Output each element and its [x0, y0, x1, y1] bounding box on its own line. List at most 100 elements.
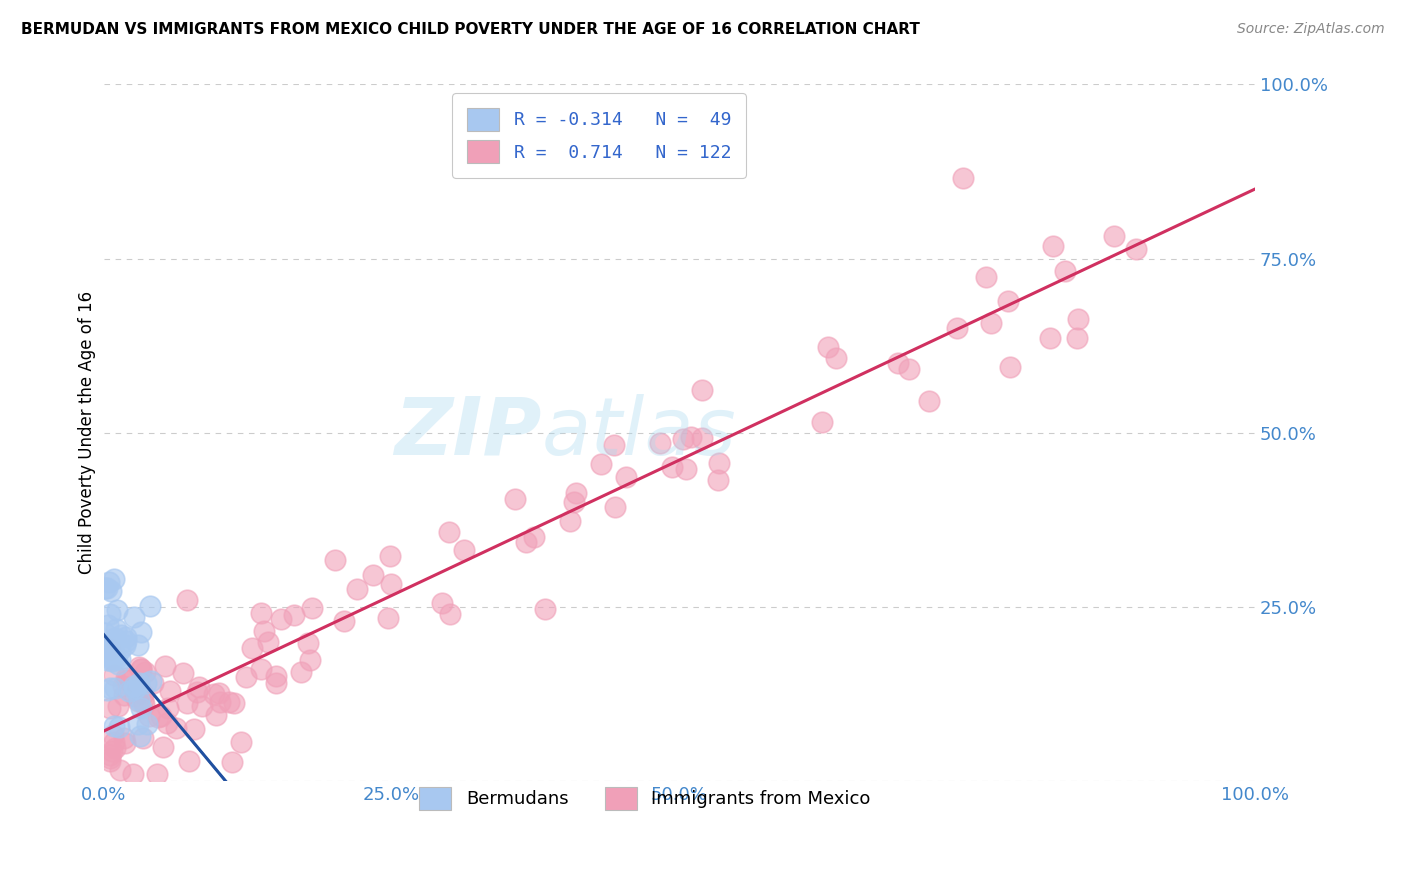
Point — [231, 735, 253, 749]
Point — [127, 693, 149, 707]
Point — [132, 731, 155, 745]
Point — [134, 665, 156, 679]
Point — [218, 695, 240, 709]
Point — [690, 431, 713, 445]
Point — [129, 624, 152, 639]
Point — [101, 651, 124, 665]
Point — [104, 622, 127, 636]
Point — [186, 685, 208, 699]
Point — [98, 642, 121, 657]
Point — [437, 525, 460, 540]
Point — [146, 767, 169, 781]
Point — [614, 470, 637, 484]
Point — [128, 676, 150, 690]
Point — [110, 628, 132, 642]
Point — [129, 729, 152, 743]
Point — [565, 485, 588, 500]
Point — [439, 607, 461, 621]
Point — [138, 709, 160, 723]
Point — [114, 671, 136, 685]
Point — [98, 575, 121, 590]
Text: BERMUDAN VS IMMIGRANTS FROM MEXICO CHILD POVERTY UNDER THE AGE OF 16 CORRELATION: BERMUDAN VS IMMIGRANTS FROM MEXICO CHILD… — [21, 22, 920, 37]
Point — [270, 612, 292, 626]
Point — [98, 644, 121, 658]
Point — [562, 495, 585, 509]
Point — [159, 683, 181, 698]
Point — [127, 717, 149, 731]
Point — [998, 359, 1021, 374]
Point — [690, 383, 713, 397]
Point — [974, 270, 997, 285]
Point — [240, 640, 263, 655]
Point — [824, 351, 846, 365]
Point — [997, 294, 1019, 309]
Point — [377, 611, 399, 625]
Point — [430, 596, 453, 610]
Point — [93, 626, 115, 640]
Point — [146, 710, 169, 724]
Point — [979, 316, 1001, 330]
Text: Source: ZipAtlas.com: Source: ZipAtlas.com — [1237, 22, 1385, 37]
Point — [945, 321, 967, 335]
Point — [297, 636, 319, 650]
Point — [707, 473, 730, 487]
Point — [101, 652, 124, 666]
Point — [107, 699, 129, 714]
Point — [205, 707, 228, 722]
Point — [707, 456, 730, 470]
Point — [98, 701, 121, 715]
Point — [104, 740, 127, 755]
Point — [325, 553, 347, 567]
Point — [142, 675, 165, 690]
Point — [176, 593, 198, 607]
Point — [222, 696, 245, 710]
Point — [661, 460, 683, 475]
Point — [97, 617, 120, 632]
Point — [1039, 331, 1062, 345]
Point — [150, 709, 173, 723]
Point — [134, 697, 156, 711]
Point — [122, 610, 145, 624]
Point — [191, 699, 214, 714]
Y-axis label: Child Poverty Under the Age of 16: Child Poverty Under the Age of 16 — [79, 291, 96, 574]
Point — [155, 658, 177, 673]
Point — [101, 744, 124, 758]
Point — [290, 665, 312, 679]
Point — [1125, 242, 1147, 256]
Point — [118, 684, 141, 698]
Legend: Bermudans, Immigrants from Mexico: Bermudans, Immigrants from Mexico — [405, 772, 886, 824]
Point — [177, 755, 200, 769]
Point — [672, 432, 695, 446]
Point — [101, 645, 124, 659]
Point — [108, 652, 131, 666]
Point — [952, 170, 974, 185]
Point — [156, 716, 179, 731]
Point — [135, 676, 157, 690]
Point — [380, 577, 402, 591]
Point — [1102, 229, 1125, 244]
Point — [114, 736, 136, 750]
Point — [1067, 311, 1090, 326]
Point — [93, 640, 115, 654]
Point — [129, 701, 152, 715]
Point — [96, 683, 118, 698]
Point — [333, 614, 356, 628]
Point — [515, 535, 537, 549]
Point — [127, 638, 149, 652]
Point — [103, 735, 125, 749]
Point — [107, 657, 129, 672]
Point — [110, 642, 132, 657]
Point — [124, 681, 146, 695]
Point — [114, 639, 136, 653]
Point — [172, 665, 194, 680]
Point — [98, 681, 121, 695]
Point — [122, 767, 145, 781]
Point — [103, 719, 125, 733]
Point — [157, 701, 180, 715]
Point — [301, 601, 323, 615]
Point — [120, 673, 142, 687]
Text: ZIP: ZIP — [394, 393, 541, 472]
Point — [115, 673, 138, 688]
Point — [589, 457, 612, 471]
Point — [165, 721, 187, 735]
